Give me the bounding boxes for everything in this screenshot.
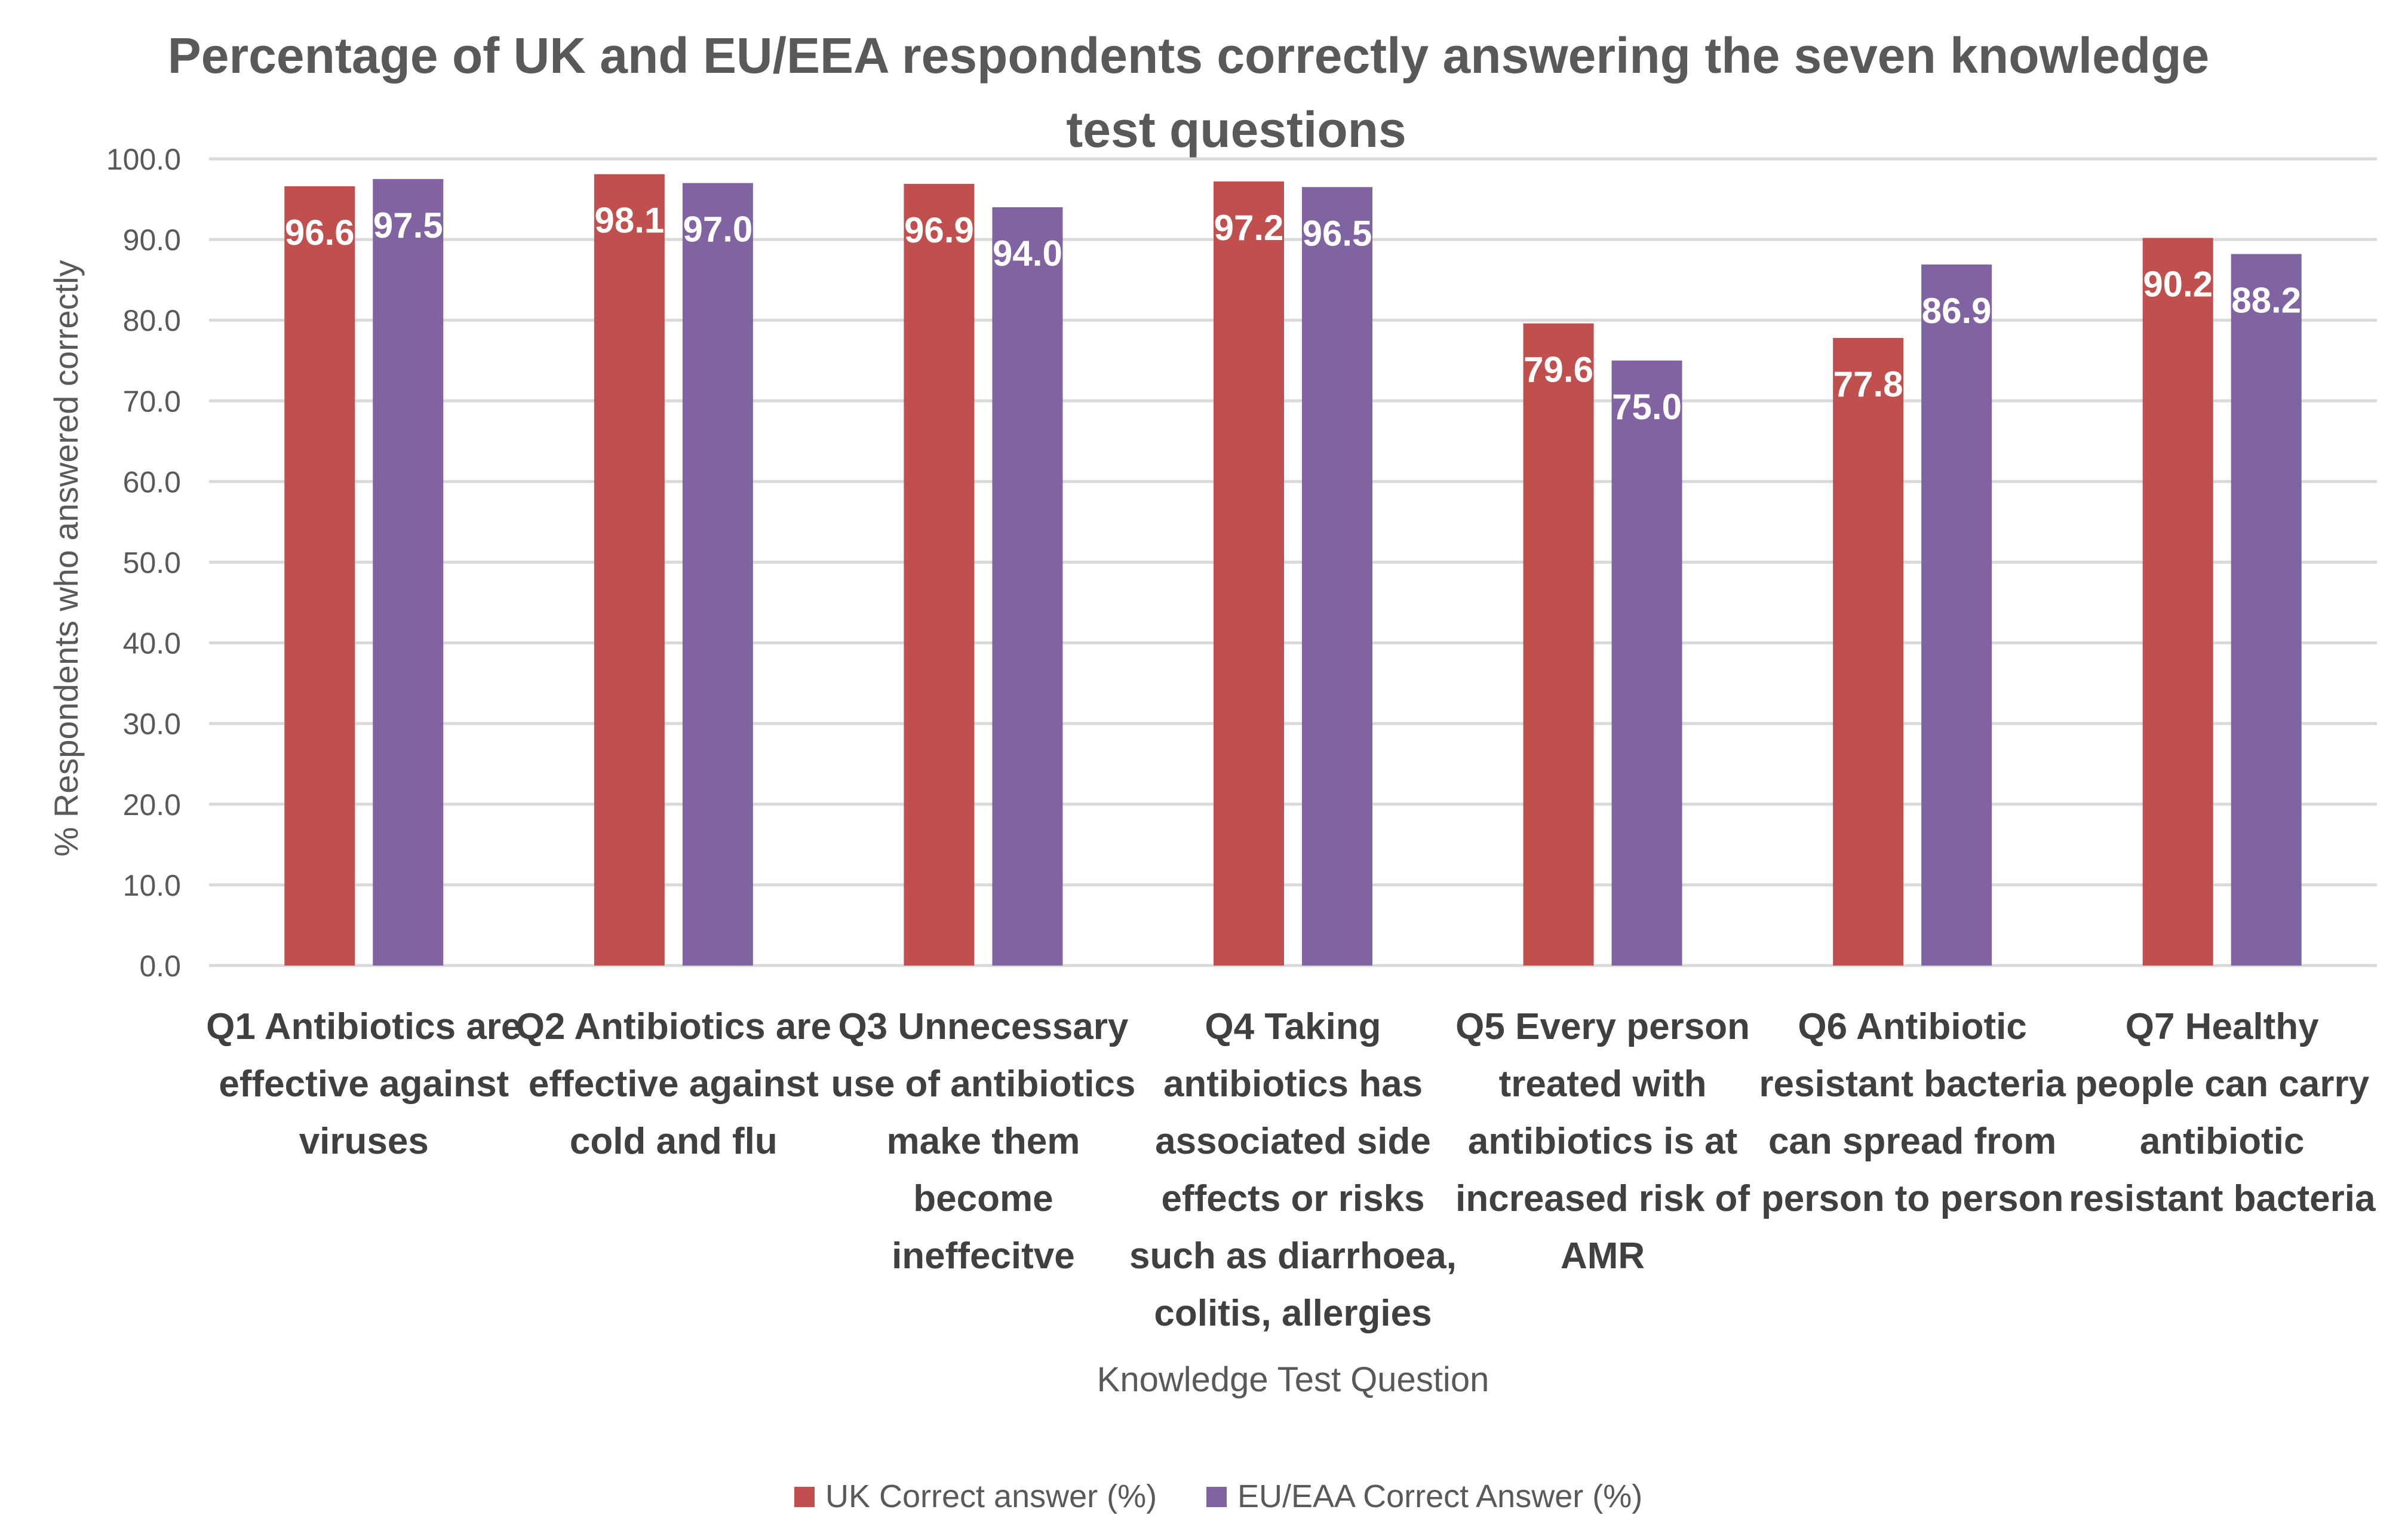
chart-title-line-2: test questions [1066,102,1406,158]
y-tick-label: 60.0 [123,465,181,499]
y-tick-label: 20.0 [123,788,181,822]
category-label-line: increased risk of [1455,1178,1750,1219]
category-label-line: effective against [529,1063,819,1105]
category-label-q3: Q3 Unnecessary use of antibiotics make the… [831,1006,1136,1277]
bar-eu-q3 [992,207,1063,966]
y-tick-label: 70.0 [123,385,181,418]
category-label-line: effects or risks [1161,1178,1424,1219]
data-label: 79.6 [1524,350,1593,390]
category-label-line: ineffecitve [892,1235,1075,1277]
category-label-line: treated with [1499,1063,1707,1105]
category-label-line: such as diarrhoea, [1129,1235,1457,1277]
data-label: 98.1 [594,201,664,241]
category-label-q5: Q5 Every person treated with antibiotics i… [1455,1006,1750,1277]
category-label-q2: Q2 Antibiotics are effective against cold … [516,1006,831,1162]
bar-uk-q3 [904,183,975,966]
y-tick-label: 100.0 [106,143,181,176]
data-label: 90.2 [2143,264,2213,304]
category-label-q6: Q6 Antibiotic resistant bacteria can sprea… [1759,1006,2066,1219]
category-label-line: antibiotic [2140,1121,2305,1162]
category-label-line: person to person [1761,1178,2063,1219]
category-label-line: cold and flu [570,1121,778,1162]
category-label-line: Q5 Every person [1455,1006,1750,1047]
category-label-line: antibiotics has [1163,1063,1423,1105]
chart-title-line-1: Percentage of UK and EU/EEA respondents … [168,27,2210,84]
category-label-line: effective against [219,1063,509,1105]
bar-eu-q4 [1302,187,1372,966]
category-label-line: Q2 Antibiotics are [516,1006,831,1047]
category-label-line: Q4 Taking [1205,1006,1381,1047]
legend-label: UK Correct answer (%) [825,1478,1157,1514]
category-label-line: Q1 Antibiotics are [206,1006,521,1047]
bar-uk-q1 [284,186,355,966]
category-label-line: use of antibiotics [831,1063,1136,1105]
category-label-line: can spread from [1768,1121,2056,1162]
data-label: 97.0 [683,210,752,250]
bar-eu-q6 [1921,264,1992,966]
legend-swatch [794,1487,815,1507]
legend-item-eu: EU/EAA Correct Answer (%) [1206,1478,1642,1514]
bar-uk-q7 [2142,238,2213,966]
y-axis-label: % Respondents who answered correctly [47,260,85,856]
y-tick-label: 40.0 [123,627,181,660]
bar-eu-q1 [373,179,444,966]
bars [284,174,2302,966]
category-label-line: AMR [1561,1235,1645,1277]
bar-uk-q5 [1523,323,1594,966]
x-axis-label: Knowledge Test Question [1097,1360,1489,1399]
category-label-line: viruses [299,1121,429,1162]
data-label: 97.2 [1214,208,1284,248]
bar-uk-q4 [1214,181,1284,966]
category-label-line: Q7 Healthy [2126,1006,2319,1047]
data-label: 96.6 [285,213,355,253]
legend: UK Correct answer (%) EU/EAA Correct Answ… [794,1478,1642,1514]
data-label: 75.0 [1612,387,1682,427]
category-label-q1: Q1 Antibiotics are effective against virus… [206,1006,521,1162]
legend-item-uk: UK Correct answer (%) [794,1478,1157,1514]
category-label-line: colitis, allergies [1154,1293,1432,1334]
category-label-q4: Q4 Taking antibiotics has associated side e… [1129,1006,1457,1334]
data-label: 88.2 [2231,280,2301,320]
category-label-line: resistant bacteria [2069,1178,2376,1219]
y-tick-label: 90.0 [123,223,181,257]
category-label-line: associated side [1155,1121,1431,1162]
y-axis-ticks: 0.0 10.0 20.0 30.0 40.0 50.0 60.0 70.0 80.0 90.0 1… [106,143,181,983]
data-label: 77.8 [1833,364,1903,404]
data-labels: 96.6 98.1 96.9 97.2 79.6 77.8 90.2 97.5 97.0 94.0… [285,201,2301,427]
data-label: 96.5 [1303,213,1372,253]
y-tick-label: 80.0 [123,304,181,337]
data-label: 97.5 [373,205,443,245]
bar-uk-q2 [594,174,665,966]
category-label-line: people can carry [2075,1063,2369,1105]
legend-label: EU/EAA Correct Answer (%) [1237,1478,1642,1514]
bar-eu-q7 [2231,254,2302,966]
legend-swatch [1206,1487,1227,1507]
data-label: 86.9 [1922,291,1992,331]
bar-eu-q2 [682,183,753,966]
y-tick-label: 10.0 [123,869,181,902]
category-label-line: make them [886,1121,1080,1162]
bar-uk-q6 [1833,337,1904,966]
category-label-line: Q3 Unnecessary [838,1006,1128,1047]
y-tick-label: 50.0 [123,546,181,580]
category-label-line: antibiotics is at [1468,1121,1737,1162]
category-label-line: become [913,1178,1053,1219]
bar-eu-q5 [1611,360,1682,966]
y-tick-label: 0.0 [139,949,181,983]
category-label-line: resistant bacteria [1759,1063,2066,1105]
y-tick-label: 30.0 [123,708,181,741]
data-label: 96.9 [904,210,974,250]
gridlines [209,157,2377,967]
data-label: 94.0 [993,233,1062,273]
category-label-line: Q6 Antibiotic [1798,1006,2026,1047]
category-label-q7: Q7 Healthy people can carry antibiotic resi… [2069,1006,2376,1219]
